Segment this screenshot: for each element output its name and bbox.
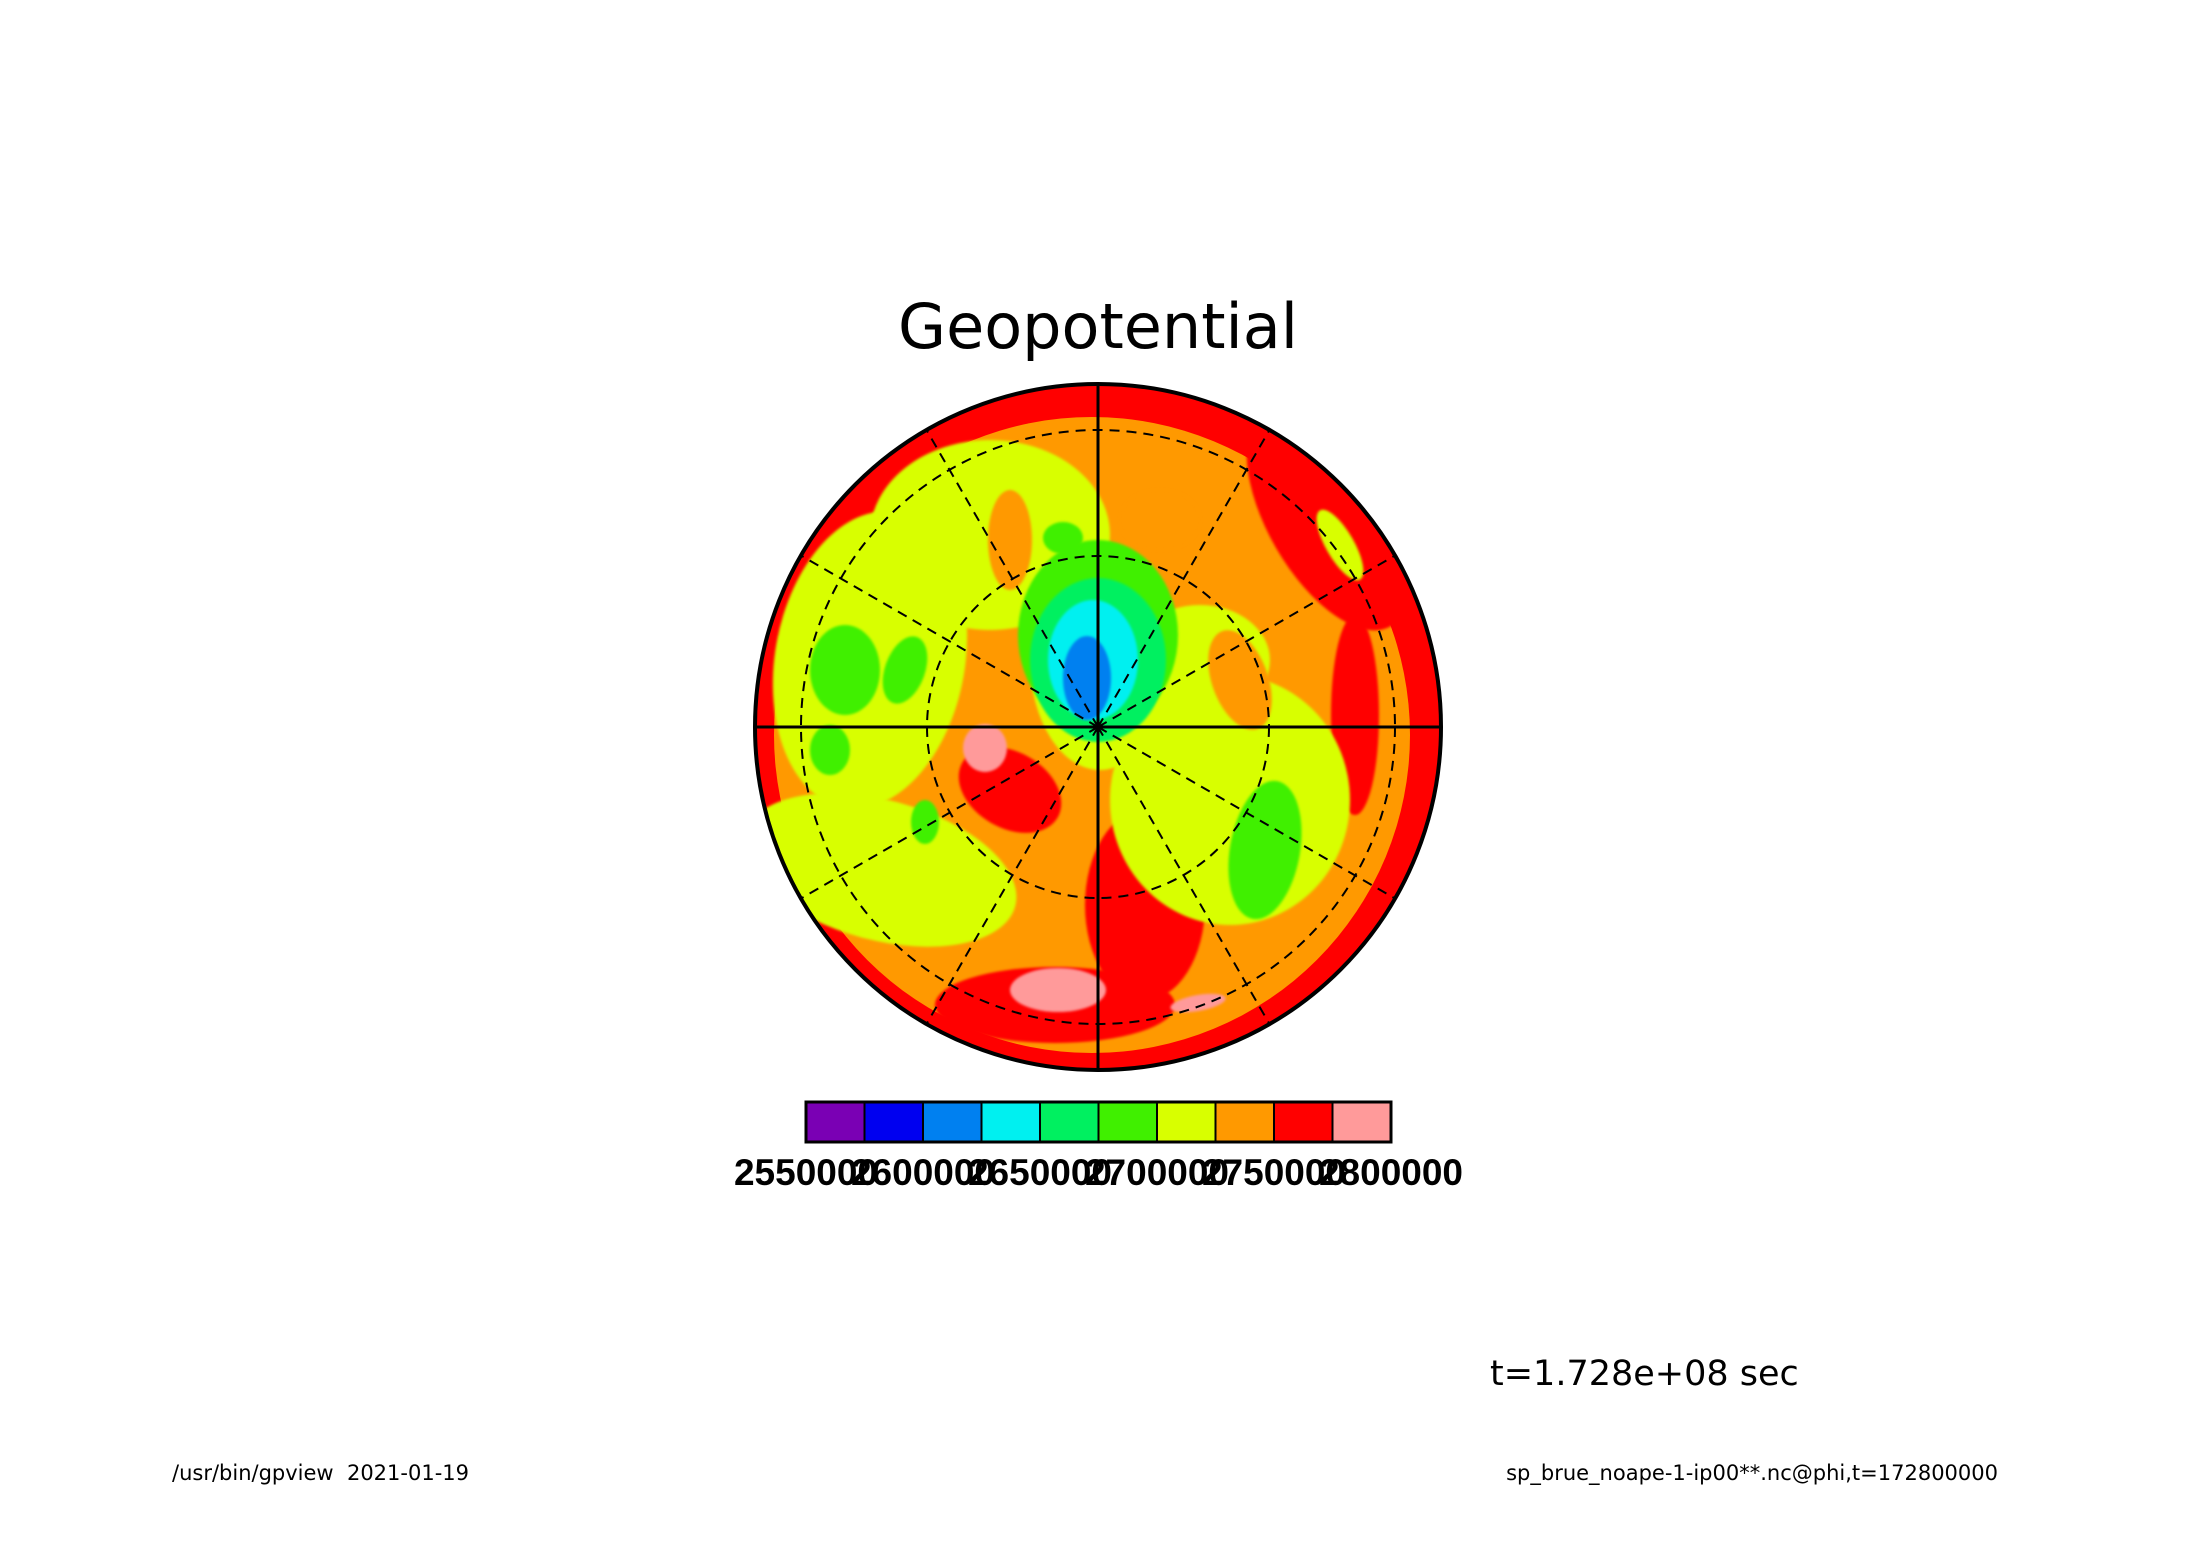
chart-title: Geopotential bbox=[898, 290, 1298, 363]
longitude-line-60 bbox=[1097, 726, 1271, 1025]
colorbar-swatch-5 bbox=[1097, 1101, 1158, 1143]
field-patch-pink-26 bbox=[963, 724, 1007, 772]
longitude-line-330 bbox=[1097, 554, 1396, 728]
longitude-line-150 bbox=[800, 726, 1099, 900]
field-patch-green-17 bbox=[1228, 780, 1302, 920]
colorbar-swatch-2 bbox=[922, 1101, 983, 1143]
field-patch-green-21 bbox=[1043, 522, 1083, 554]
field-patch-yellow-12 bbox=[1316, 509, 1364, 581]
colorbar-swatch-8 bbox=[1273, 1101, 1334, 1143]
longitude-line-120 bbox=[925, 726, 1099, 1025]
field-patch-pink-27 bbox=[1010, 968, 1106, 1012]
longitude-line-300 bbox=[1097, 429, 1271, 728]
colorbar-tick-labels: 2550000260000026500002700000275000028000… bbox=[734, 1152, 1463, 1193]
colorbar-swatch-0 bbox=[805, 1101, 866, 1143]
longitude-line-240 bbox=[925, 429, 1099, 728]
field-patch-pink-28 bbox=[1170, 993, 1226, 1013]
time-label: t=1.728e+08 sec bbox=[1490, 1354, 1799, 1394]
footer-left: /usr/bin/gpview 2021-01-19 bbox=[172, 1461, 469, 1485]
colorbar-tick-label-2: 2650000 bbox=[968, 1152, 1112, 1193]
longitude-line-30 bbox=[1097, 726, 1396, 900]
colorbar-swatch-4 bbox=[1039, 1101, 1100, 1143]
disc-outline bbox=[753, 382, 1443, 1072]
field-patch-green-18 bbox=[810, 625, 880, 715]
colorbar-tick-label-4: 2750000 bbox=[1202, 1152, 1346, 1193]
colorbar-tick-label-0: 2550000 bbox=[734, 1152, 878, 1193]
colorbar-tick-label-5: 2800000 bbox=[1319, 1152, 1463, 1193]
colorbar-swatch-6 bbox=[1156, 1101, 1217, 1143]
colorbar-tick-label-3: 2700000 bbox=[1085, 1152, 1229, 1193]
field-patch-orange-14 bbox=[988, 490, 1032, 590]
colorbar-swatch-9 bbox=[1331, 1101, 1392, 1143]
field-patch-green-20 bbox=[810, 725, 850, 775]
geopotential-field bbox=[755, 384, 1441, 1070]
field-patch-orange-15 bbox=[1120, 490, 1200, 550]
colorbar-frame bbox=[804, 1100, 1393, 1144]
longitude-line-210 bbox=[800, 554, 1099, 728]
field-patch-green-19 bbox=[882, 636, 928, 704]
colorbar-swatch-7 bbox=[1214, 1101, 1275, 1143]
colorbar-swatch-3 bbox=[980, 1101, 1041, 1143]
field-patch-green-22 bbox=[911, 800, 939, 844]
colorbar-tick-label-1: 2600000 bbox=[851, 1152, 995, 1193]
field-patch-yellow-8 bbox=[755, 793, 1017, 947]
colorbar-swatch-1 bbox=[863, 1101, 924, 1143]
colorbar bbox=[804, 1100, 1393, 1144]
footer-right: sp_brue_noape-1-ip00**.nc@phi,t=17280000… bbox=[1506, 1461, 1998, 1486]
